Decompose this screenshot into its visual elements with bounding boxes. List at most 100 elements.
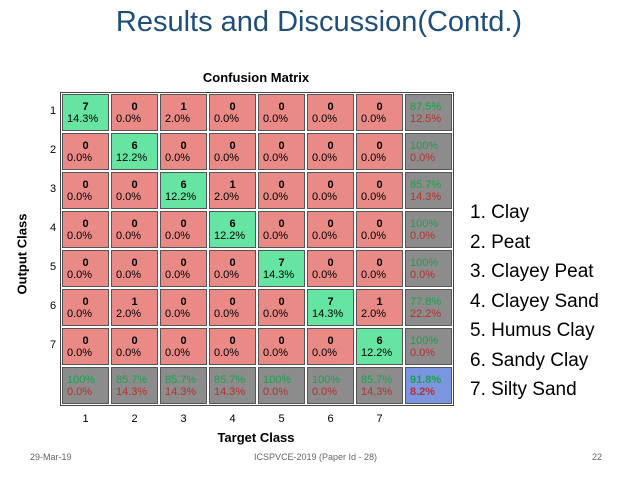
cell-count: 6	[376, 335, 383, 347]
cell-count: 6	[180, 179, 187, 191]
cell-percent: 0.0%	[361, 191, 387, 203]
col-summary-cell: 100% 0.0%	[307, 367, 354, 404]
row-summary-cell: 100% 0.0%	[405, 250, 452, 287]
cell-count: 0	[131, 179, 138, 191]
row-summary-cell: 87.5% 12.5%	[405, 94, 452, 131]
col-summary-cell: 85.7% 14.3%	[111, 367, 158, 404]
class-legend: 1. Clay 2. Peat 3. Clayey Peat 4. Clayey…	[470, 198, 599, 405]
cell-percent: 0.0%	[67, 230, 93, 242]
cell-count: 0	[82, 335, 89, 347]
cell-percent: 0.0%	[165, 308, 191, 320]
cell-percent: 0.0%	[214, 347, 240, 359]
cell-count: 0	[82, 296, 89, 308]
matrix-cell: 6 12.2%	[209, 211, 256, 248]
matrix-cell: 7 14.3%	[307, 289, 354, 326]
row-tick-label: 1	[49, 105, 57, 117]
col-tick-label: 4	[229, 413, 236, 425]
col-summary-cell: 85.7% 14.3%	[209, 367, 256, 404]
matrix-cell: 0 0.0%	[258, 133, 305, 170]
matrix-cell: 0 0.0%	[209, 289, 256, 326]
col-recall: 85.7%	[361, 374, 393, 386]
row-summary-cell: 100% 0.0%	[405, 328, 452, 365]
cell-count: 0	[278, 179, 285, 191]
row-precision: 87.5%	[410, 101, 442, 113]
cell-count: 7	[327, 296, 334, 308]
cell-count: 7	[82, 101, 89, 113]
legend-item: 7. Silty Sand	[470, 379, 577, 400]
matrix-cell: 0 0.0%	[111, 172, 158, 209]
cell-percent: 0.0%	[312, 347, 338, 359]
matrix-cell: 0 0.0%	[356, 172, 403, 209]
cell-percent: 0.0%	[263, 191, 289, 203]
row-precision: 100%	[410, 257, 439, 269]
overall-error: 8.2%	[410, 386, 436, 398]
row-error: 22.2%	[410, 308, 442, 320]
matrix-cell: 0 0.0%	[62, 133, 109, 170]
col-summary-cell: 85.7% 14.3%	[160, 367, 207, 404]
col-recall: 100%	[67, 374, 96, 386]
col-recall: 85.7%	[116, 374, 148, 386]
row-precision: 100%	[410, 335, 439, 347]
cell-percent: 0.0%	[67, 347, 93, 359]
cell-percent: 0.0%	[214, 269, 240, 281]
cell-count: 6	[131, 140, 138, 152]
cell-count: 0	[327, 335, 334, 347]
cell-percent: 14.3%	[67, 113, 99, 125]
row-tick-label: 3	[49, 183, 57, 195]
cell-percent: 0.0%	[312, 269, 338, 281]
cell-percent: 0.0%	[312, 230, 338, 242]
cell-percent: 0.0%	[165, 269, 191, 281]
footer-date: 29-Mar-19	[30, 452, 72, 462]
cell-percent: 0.0%	[312, 191, 338, 203]
col-recall: 85.7%	[165, 374, 197, 386]
cell-count: 1	[180, 101, 187, 113]
row-error: 12.5%	[410, 113, 442, 125]
col-recall: 100%	[312, 374, 341, 386]
cell-count: 0	[327, 179, 334, 191]
matrix-cell: 0 0.0%	[62, 289, 109, 326]
col-tick-label: 7	[376, 413, 383, 425]
cell-percent: 0.0%	[116, 230, 142, 242]
cell-percent: 0.0%	[361, 230, 387, 242]
matrix-cell: 0 0.0%	[209, 133, 256, 170]
row-error: 0.0%	[410, 152, 436, 164]
matrix-cell: 0 0.0%	[356, 94, 403, 131]
matrix-cell: 0 0.0%	[209, 250, 256, 287]
col-tick-label: 6	[327, 413, 334, 425]
cell-count: 0	[131, 101, 138, 113]
matrix-cell: 0 0.0%	[111, 94, 158, 131]
matrix-cell: 6 12.2%	[111, 133, 158, 170]
cell-count: 0	[376, 257, 383, 269]
cell-percent: 0.0%	[312, 113, 338, 125]
matrix-cell: 1 2.0%	[356, 289, 403, 326]
cell-count: 0	[278, 296, 285, 308]
legend-item: 4. Clayey Sand	[470, 290, 599, 312]
cell-percent: 0.0%	[214, 152, 240, 164]
matrix-cell: 1 2.0%	[160, 94, 207, 131]
matrix-cell: 0 0.0%	[307, 94, 354, 131]
cell-percent: 0.0%	[361, 152, 387, 164]
matrix-cell: 1 2.0%	[209, 172, 256, 209]
cell-count: 0	[327, 218, 334, 230]
cell-count: 1	[376, 296, 383, 308]
cell-count: 0	[229, 296, 236, 308]
cell-count: 0	[180, 218, 187, 230]
col-error: 0.0%	[312, 386, 338, 398]
cell-count: 0	[327, 101, 334, 113]
cell-percent: 0.0%	[165, 347, 191, 359]
matrix-cell: 0 0.0%	[356, 211, 403, 248]
row-summary-cell: 85.7% 14.3%	[405, 172, 452, 209]
matrix-cell: 0 0.0%	[62, 172, 109, 209]
cell-percent: 0.0%	[263, 230, 289, 242]
matrix-cell: 0 0.0%	[307, 328, 354, 365]
row-precision: 100%	[410, 140, 439, 152]
matrix-cell: 0 0.0%	[307, 211, 354, 248]
cell-count: 0	[376, 140, 383, 152]
matrix-cell: 6 12.2%	[356, 328, 403, 365]
col-summary-cell: 100% 0.0%	[258, 367, 305, 404]
cell-percent: 0.0%	[67, 308, 93, 320]
footer-center: ICSPVCE-2019 (Paper Id - 28)	[254, 452, 378, 462]
row-precision: 85.7%	[410, 179, 442, 191]
matrix-cell: 0 0.0%	[258, 328, 305, 365]
cell-count: 0	[82, 140, 89, 152]
